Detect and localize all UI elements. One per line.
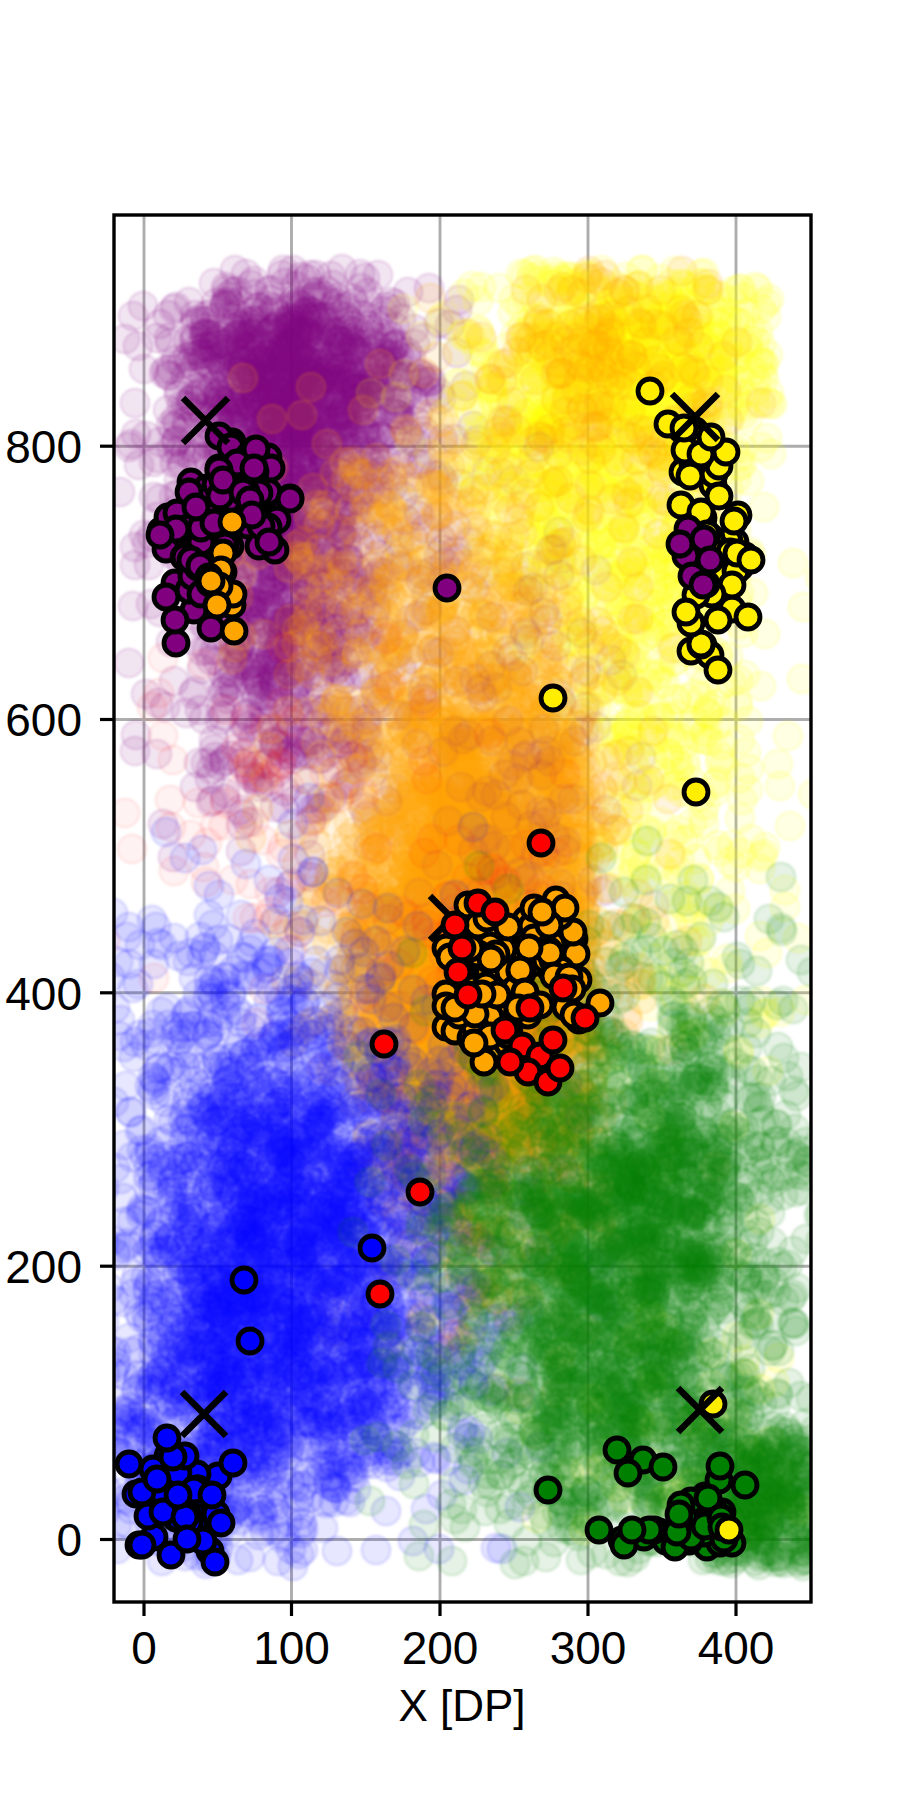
svg-text:300: 300: [550, 1622, 627, 1674]
svg-text:0: 0: [131, 1622, 157, 1674]
svg-text:X [DP]: X [DP]: [398, 1681, 525, 1730]
svg-text:600: 600: [5, 694, 82, 746]
svg-text:100: 100: [253, 1622, 330, 1674]
svg-text:800: 800: [5, 421, 82, 473]
svg-text:400: 400: [5, 968, 82, 1020]
svg-text:400: 400: [698, 1622, 775, 1674]
svg-text:200: 200: [402, 1622, 479, 1674]
svg-text:200: 200: [5, 1241, 82, 1293]
svg-text:0: 0: [56, 1514, 82, 1566]
